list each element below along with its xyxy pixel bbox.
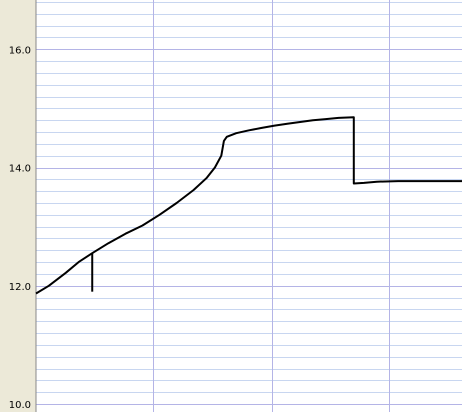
y-tick-label: 14.0	[9, 164, 31, 175]
series-line-0	[35, 116, 462, 295]
y-tick-label: 16.0	[9, 45, 31, 56]
y-tick-labels: 10.0 12.0 14.0 16.0	[9, 45, 31, 411]
plot-area	[36, 0, 462, 412]
y-tick-label: 12.0	[9, 282, 31, 293]
y-tick-label: 10.0	[9, 400, 31, 411]
major-gridlines	[36, 0, 462, 412]
series-layer	[35, 116, 462, 295]
